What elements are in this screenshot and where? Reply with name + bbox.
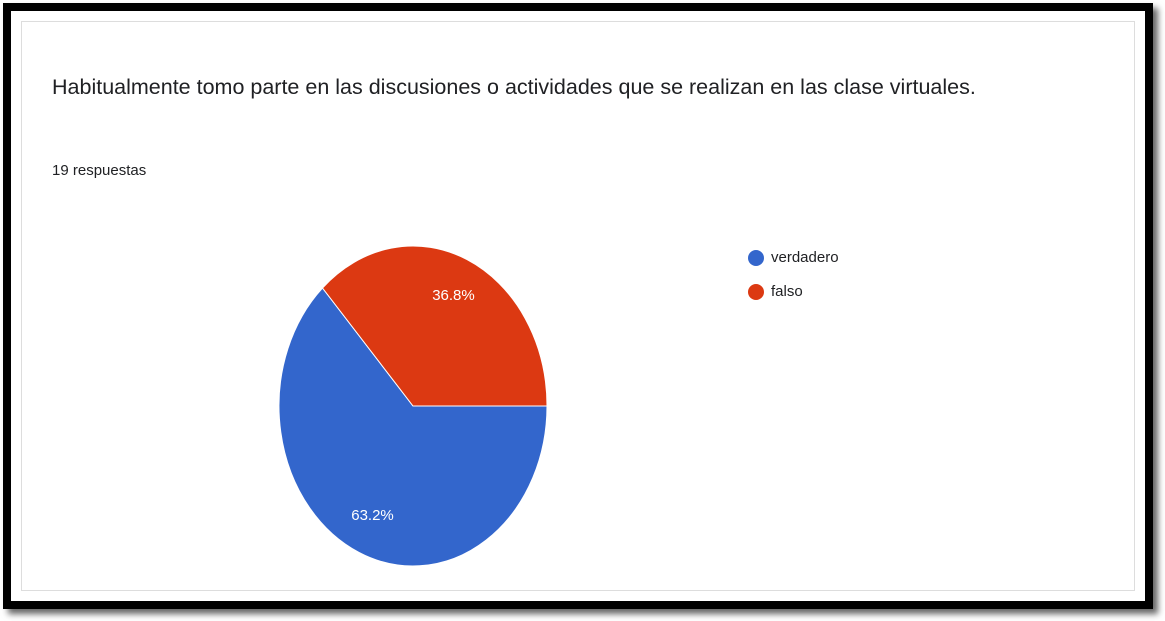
- legend-label: falso: [771, 283, 803, 300]
- pie-slice: [321, 245, 548, 407]
- legend-label: verdadero: [771, 249, 839, 266]
- slice-label: 63.2%: [351, 507, 394, 524]
- card: [21, 21, 1135, 591]
- legend-swatch: [748, 284, 764, 300]
- card-frame: [3, 3, 1153, 609]
- chart-title: Habitualmente tomo parte en las discusio…: [52, 75, 976, 99]
- response-count: 19 respuestas: [52, 162, 147, 179]
- pie-slice: [278, 287, 548, 567]
- slice-label: 36.8%: [432, 287, 475, 304]
- legend-swatch: [748, 250, 764, 266]
